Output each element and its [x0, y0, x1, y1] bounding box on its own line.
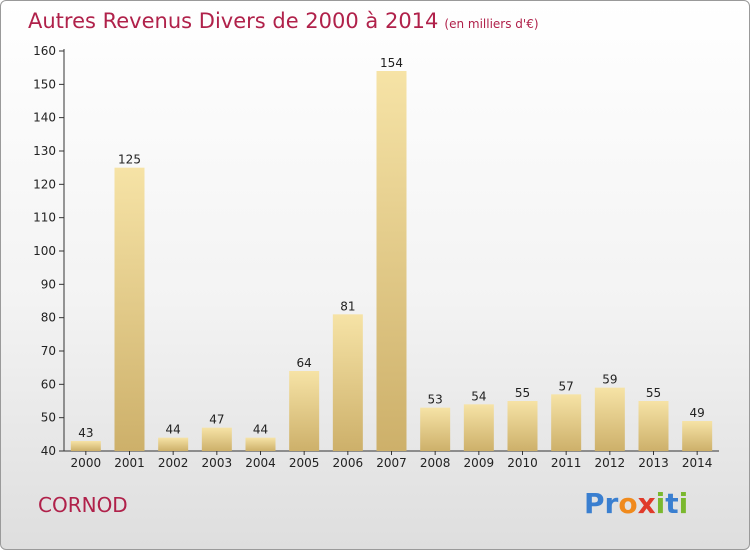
logo-letter: x: [637, 487, 656, 520]
bar-value-label: 55: [515, 386, 530, 400]
y-tick-label: 60: [41, 377, 56, 391]
bar-value-label: 43: [78, 426, 93, 440]
y-tick-label: 70: [41, 344, 56, 358]
bar: [682, 421, 713, 451]
bar-value-label: 154: [380, 56, 403, 70]
logo-letter: r: [604, 487, 619, 520]
bar-value-label: 53: [428, 393, 443, 407]
x-tick-label: 2014: [682, 456, 713, 470]
bar: [201, 427, 232, 451]
x-tick-label: 2011: [551, 456, 582, 470]
logo-letter: i: [678, 487, 689, 520]
bar-value-label: 54: [471, 389, 486, 403]
bar: [158, 437, 189, 451]
y-tick-label: 110: [33, 211, 56, 225]
bar-value-label: 44: [166, 423, 181, 437]
bar: [70, 441, 101, 451]
x-tick-label: 2006: [333, 456, 364, 470]
chart-title: Autres Revenus Divers de 2000 à 2014 (en …: [28, 9, 539, 33]
bar-value-label: 81: [340, 299, 355, 313]
bar: [507, 401, 538, 451]
y-tick-label: 80: [41, 311, 56, 325]
y-tick-label: 90: [41, 277, 56, 291]
logo-letter: o: [618, 487, 638, 520]
commune-name: CORNOD: [38, 493, 128, 517]
x-tick-label: 2004: [245, 456, 276, 470]
bar-value-label: 55: [646, 386, 661, 400]
bar: [638, 401, 669, 451]
y-tick-label: 40: [41, 444, 56, 458]
bar: [376, 71, 407, 451]
chart-title-unit: (en milliers d'€): [444, 17, 539, 31]
bar: [420, 407, 451, 451]
chart-title-main: Autres Revenus Divers de 2000 à 2014: [28, 9, 439, 33]
x-tick-label: 2010: [507, 456, 538, 470]
bar-value-label: 49: [690, 406, 705, 420]
bar-value-label: 64: [297, 356, 312, 370]
y-tick-label: 160: [33, 44, 56, 58]
bar: [289, 371, 320, 451]
x-tick-label: 2003: [202, 456, 233, 470]
bar-value-label: 44: [253, 423, 268, 437]
bar-value-label: 47: [209, 413, 224, 427]
x-tick-label: 2013: [638, 456, 669, 470]
y-tick-label: 50: [41, 411, 56, 425]
x-tick-label: 2007: [376, 456, 407, 470]
x-tick-label: 2009: [464, 456, 495, 470]
proxiti-logo: Proxiti: [584, 487, 688, 520]
y-tick-label: 140: [33, 111, 56, 125]
bar: [551, 394, 582, 451]
bar-value-label: 57: [559, 379, 574, 393]
y-tick-label: 150: [33, 77, 56, 91]
x-tick-label: 2001: [114, 456, 145, 470]
bar: [245, 437, 276, 451]
bar: [332, 314, 363, 451]
y-tick-label: 130: [33, 144, 56, 158]
bar-value-label: 59: [602, 373, 617, 387]
x-tick-label: 2008: [420, 456, 451, 470]
bar: [463, 404, 494, 451]
bar: [114, 167, 145, 451]
x-tick-label: 2012: [595, 456, 626, 470]
logo-letter: i: [655, 487, 666, 520]
bar: [594, 387, 625, 451]
y-tick-label: 120: [33, 177, 56, 191]
bar-value-label: 125: [118, 153, 141, 167]
x-tick-label: 2002: [158, 456, 189, 470]
logo-letter: t: [665, 487, 679, 520]
y-tick-label: 100: [33, 244, 56, 258]
x-tick-label: 2000: [71, 456, 102, 470]
x-tick-label: 2005: [289, 456, 320, 470]
logo-letter: P: [584, 487, 605, 520]
